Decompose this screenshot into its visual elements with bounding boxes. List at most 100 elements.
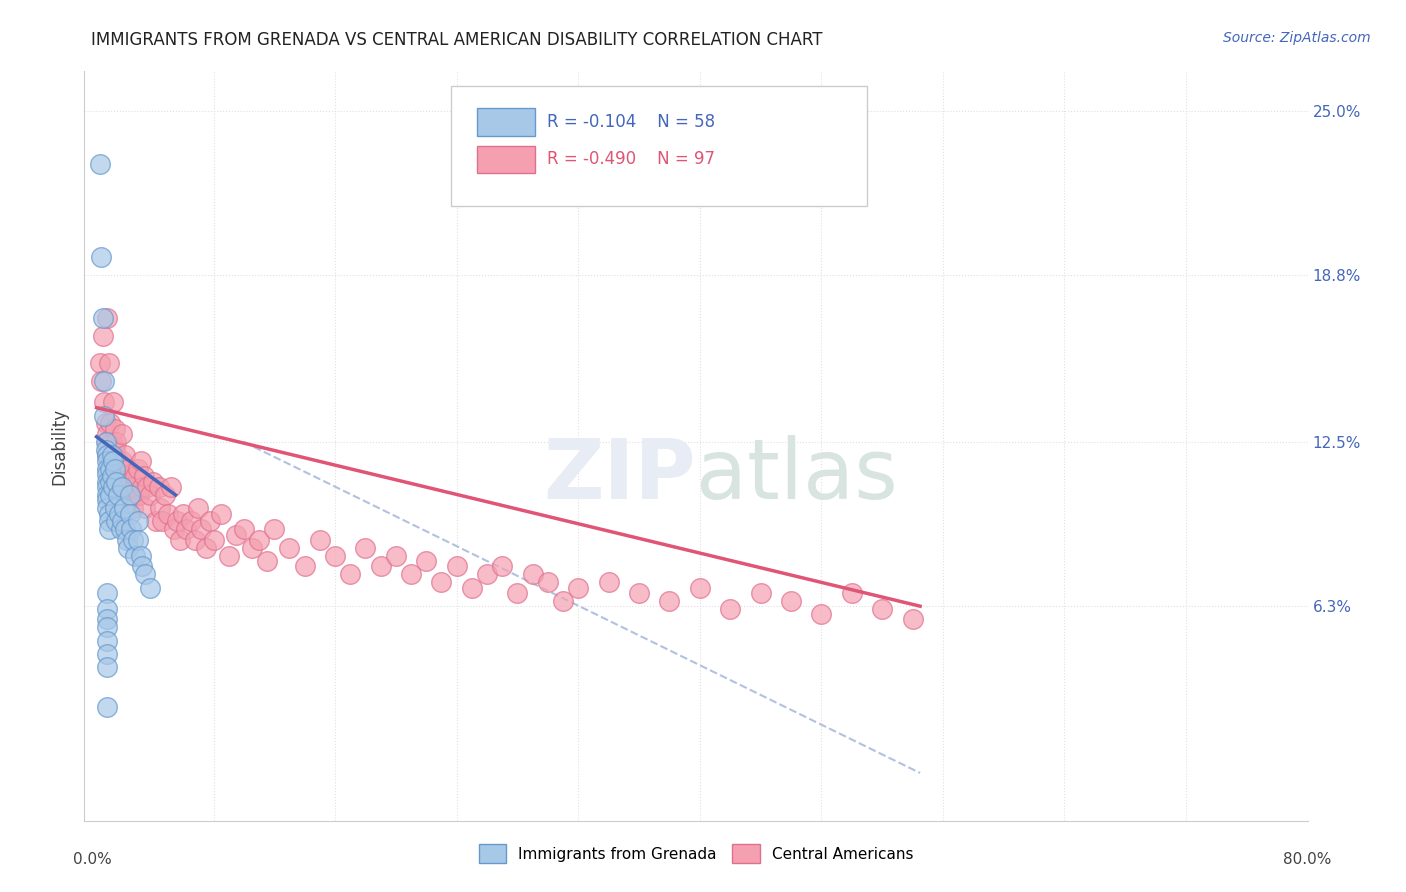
- FancyBboxPatch shape: [451, 87, 868, 206]
- Point: [105, 475, 128, 489]
- Point: [118, 488, 141, 502]
- Point: [132, 469, 155, 483]
- Point: [90, 374, 112, 388]
- Text: IMMIGRANTS FROM GRENADA VS CENTRAL AMERICAN DISABILITY CORRELATION CHART: IMMIGRANTS FROM GRENADA VS CENTRAL AMERI…: [91, 31, 823, 49]
- Point: [841, 586, 863, 600]
- Point: [870, 602, 893, 616]
- Point: [96, 633, 118, 648]
- Point: [150, 515, 173, 529]
- Point: [263, 522, 285, 536]
- Point: [232, 522, 254, 536]
- Point: [354, 541, 377, 555]
- Point: [104, 422, 127, 436]
- Point: [190, 522, 212, 536]
- Point: [97, 356, 120, 370]
- Point: [96, 660, 118, 674]
- Point: [127, 515, 149, 529]
- Point: [89, 356, 111, 370]
- Point: [187, 501, 209, 516]
- Y-axis label: Disability: Disability: [51, 408, 69, 484]
- Point: [129, 549, 152, 563]
- Point: [385, 549, 408, 563]
- Point: [658, 594, 681, 608]
- Point: [96, 435, 118, 450]
- Point: [370, 559, 392, 574]
- Text: 80.0%: 80.0%: [1284, 853, 1331, 867]
- Point: [810, 607, 832, 621]
- Point: [118, 488, 141, 502]
- Point: [97, 515, 120, 529]
- Point: [97, 507, 120, 521]
- Point: [200, 515, 222, 529]
- Text: Source: ZipAtlas.com: Source: ZipAtlas.com: [1223, 31, 1371, 45]
- Point: [142, 475, 165, 489]
- Point: [96, 467, 118, 481]
- Point: [96, 475, 118, 489]
- Point: [96, 461, 118, 475]
- Point: [96, 586, 118, 600]
- Point: [114, 448, 136, 462]
- Point: [114, 522, 136, 536]
- Point: [567, 581, 589, 595]
- Point: [110, 480, 132, 494]
- Point: [107, 488, 129, 502]
- Point: [627, 586, 650, 600]
- Point: [163, 522, 186, 536]
- Legend: Immigrants from Grenada, Central Americans: Immigrants from Grenada, Central America…: [472, 838, 920, 869]
- Point: [107, 453, 129, 467]
- Point: [128, 488, 150, 502]
- Point: [93, 374, 115, 388]
- Point: [901, 612, 924, 626]
- Point: [96, 488, 118, 502]
- Point: [104, 442, 127, 457]
- Point: [96, 699, 118, 714]
- Point: [202, 533, 225, 547]
- Point: [135, 480, 157, 494]
- Point: [430, 575, 453, 590]
- Point: [194, 541, 217, 555]
- Point: [174, 522, 197, 536]
- Point: [127, 533, 149, 547]
- Point: [522, 567, 544, 582]
- Point: [96, 620, 118, 634]
- Point: [112, 469, 135, 483]
- Point: [415, 554, 437, 568]
- Point: [115, 533, 138, 547]
- Point: [446, 559, 468, 574]
- Point: [91, 310, 114, 325]
- Point: [96, 493, 118, 508]
- Text: atlas: atlas: [696, 435, 897, 516]
- Point: [323, 549, 346, 563]
- Point: [153, 488, 176, 502]
- FancyBboxPatch shape: [477, 108, 534, 136]
- Point: [108, 507, 131, 521]
- Point: [94, 442, 117, 457]
- Point: [491, 559, 513, 574]
- Point: [124, 549, 146, 563]
- Point: [96, 310, 118, 325]
- Point: [100, 435, 122, 450]
- Point: [96, 612, 118, 626]
- Text: R = -0.490    N = 97: R = -0.490 N = 97: [547, 150, 714, 168]
- Point: [89, 157, 111, 171]
- Point: [129, 453, 152, 467]
- Point: [108, 469, 131, 483]
- Point: [93, 395, 115, 409]
- Point: [96, 448, 118, 462]
- Point: [117, 461, 139, 475]
- Point: [131, 480, 153, 494]
- Point: [180, 515, 202, 529]
- Point: [184, 533, 207, 547]
- Point: [551, 594, 574, 608]
- Point: [111, 480, 134, 494]
- Point: [506, 586, 529, 600]
- Text: 0.0%: 0.0%: [73, 853, 111, 867]
- Point: [118, 507, 141, 521]
- Point: [98, 417, 121, 431]
- Point: [475, 567, 498, 582]
- Point: [117, 541, 139, 555]
- Point: [598, 575, 620, 590]
- Point: [339, 567, 361, 582]
- Point: [110, 522, 132, 536]
- Point: [309, 533, 332, 547]
